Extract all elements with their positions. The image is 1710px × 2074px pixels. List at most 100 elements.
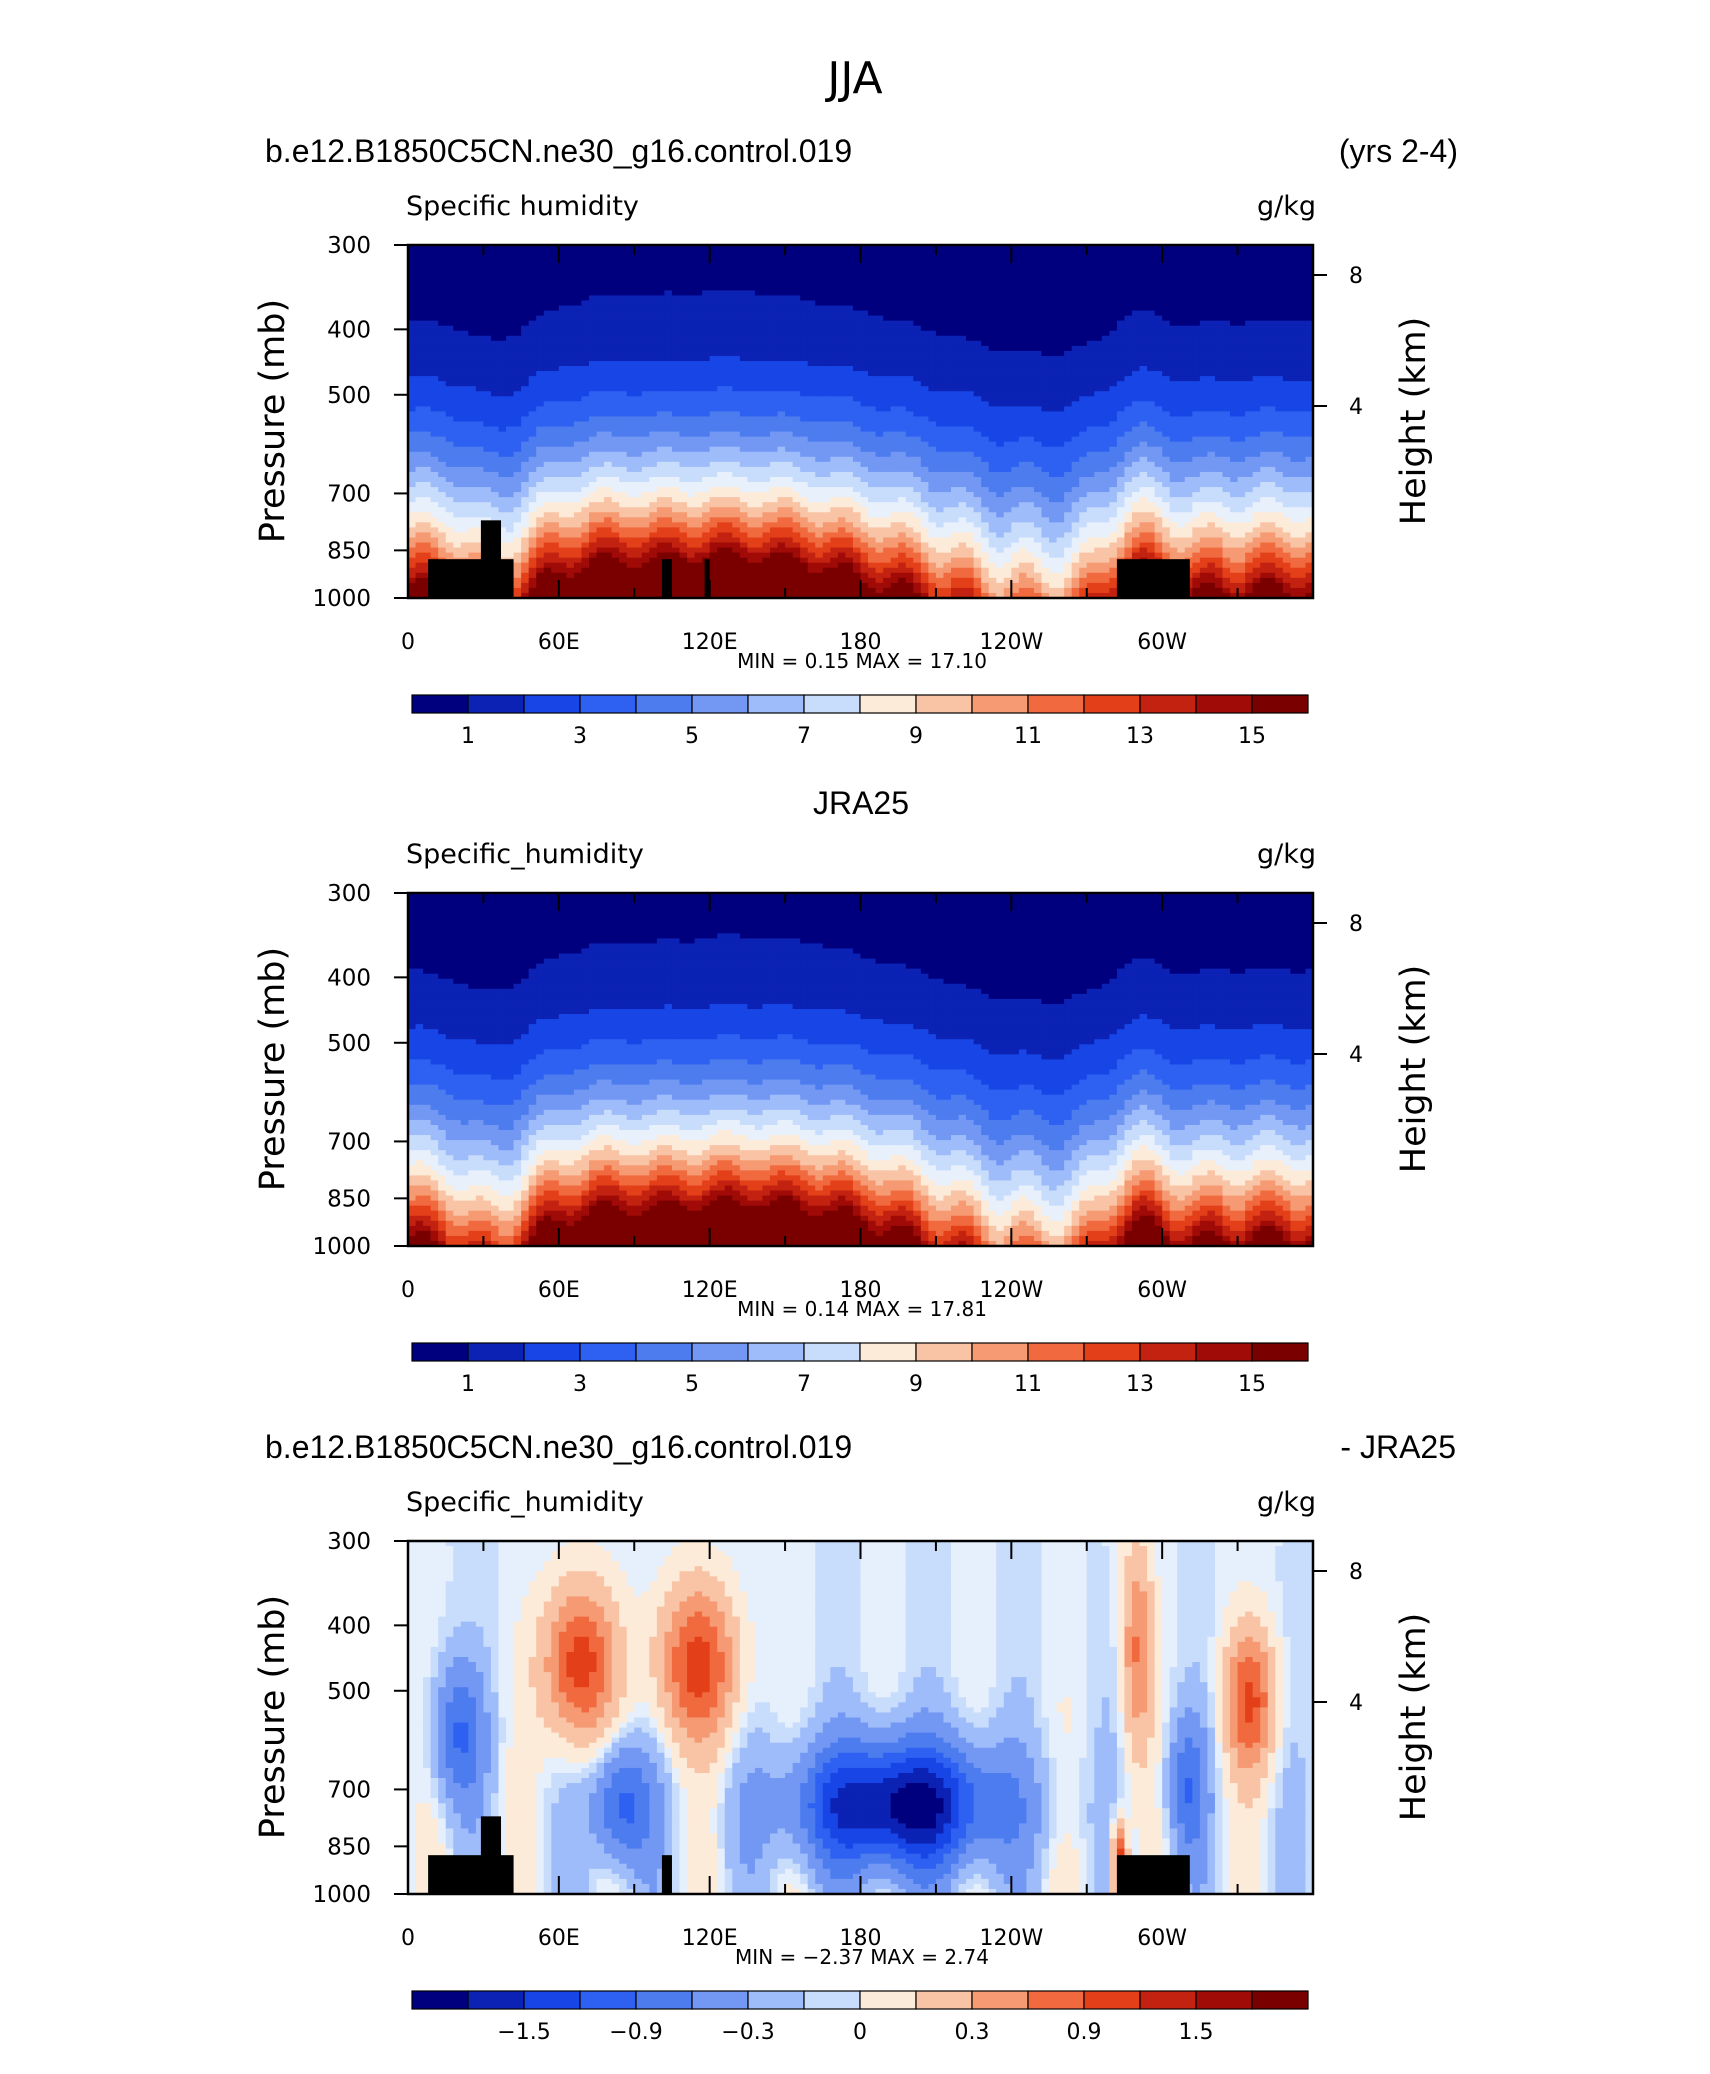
units-label: g/kg <box>1257 1487 1316 1518</box>
colorbar-box <box>747 1990 805 2010</box>
colorbar-box <box>1083 694 1141 714</box>
colorbar-label: −1.5 <box>497 2020 550 2045</box>
x-tick-label: 120W <box>979 1926 1043 1951</box>
colorbar-label: 15 <box>1238 1372 1266 1397</box>
contour-panel-1: 0 60E 120E 180 120W 60W 300 400 500 700 850 1000 8 4 P… <box>253 191 1434 749</box>
y-axis-title: Pressure (mb) <box>253 299 293 543</box>
panel-1-case-name: b.e12.B1850C5CN.ne30_g16.control.019 <box>265 133 852 169</box>
min-max-label: MIN = 0.15 MAX = 17.10 <box>737 649 987 673</box>
colorbar-box <box>691 1990 749 2010</box>
min-max-label: MIN = 0.14 MAX = 17.81 <box>737 1297 987 1321</box>
colorbar-label: 3 <box>573 724 587 749</box>
colorbar-box <box>635 694 693 714</box>
x-tick-label: 180 <box>840 1278 882 1303</box>
topography-mask-1 <box>428 520 1190 598</box>
colorbar-box <box>1251 1990 1309 2010</box>
y-tick-label: 300 <box>327 881 371 907</box>
colorbar-box <box>1195 694 1253 714</box>
colorbar-box <box>579 694 637 714</box>
x-tick-label: 180 <box>840 630 882 655</box>
colorbar-box <box>859 694 917 714</box>
y2-tick-label: 4 <box>1349 1691 1363 1716</box>
x-tick-label: 60W <box>1137 630 1187 655</box>
colorbar-box <box>915 1990 973 2010</box>
colorbar-box <box>803 1990 861 2010</box>
y-tick-label: 300 <box>327 233 371 259</box>
colorbar-label: 11 <box>1014 724 1042 749</box>
x-tick-label: 60W <box>1137 1926 1187 1951</box>
y-tick-label: 700 <box>327 481 371 507</box>
colorbar-box <box>411 694 469 714</box>
colorbar-label: 13 <box>1126 724 1154 749</box>
colorbar-label: 13 <box>1126 1372 1154 1397</box>
colorbar-label: −0.9 <box>609 2020 662 2045</box>
x-tick-label: 120W <box>979 1278 1043 1303</box>
x-tick-label: 120E <box>682 1278 738 1303</box>
colorbar-box <box>1195 1990 1253 2010</box>
colorbar-box <box>1083 1990 1141 2010</box>
colorbar-box <box>747 694 805 714</box>
variable-label: Specific_humidity <box>406 839 644 870</box>
contour-field-1 <box>408 245 1313 598</box>
page-title: JJA <box>824 53 882 104</box>
colorbar-box <box>411 1990 469 2010</box>
y2-axis-title: Height (km) <box>1394 1613 1434 1822</box>
colorbar-box <box>859 1990 917 2010</box>
units-label: g/kg <box>1257 839 1316 870</box>
colorbar-box <box>467 1990 525 2010</box>
contour-panel-3: 0 60E 120E 180 120W 60W 300 400 500 700 850 1000 8 4 P… <box>253 1487 1434 2045</box>
colorbar-box <box>523 1342 581 1362</box>
y-tick-label: 1000 <box>312 1234 371 1260</box>
colorbar-3: −1.5 −0.9 −0.3 0 0.3 0.9 1.5 <box>411 1990 1309 2045</box>
y-tick-label: 500 <box>327 1679 371 1705</box>
colorbar-label: 5 <box>685 1372 699 1397</box>
y2-axis-title: Height (km) <box>1394 965 1434 1174</box>
colorbar-box <box>691 694 749 714</box>
y-tick-label: 1000 <box>312 1882 371 1908</box>
colorbar-box <box>803 694 861 714</box>
x-tick-label: 120E <box>682 1926 738 1951</box>
colorbar-box <box>467 694 525 714</box>
colorbar-box <box>523 1990 581 2010</box>
x-tick-label: 60W <box>1137 1278 1187 1303</box>
colorbar-label: 9 <box>909 724 923 749</box>
colorbar-box <box>971 694 1029 714</box>
y-tick-label: 1000 <box>312 586 371 612</box>
y-tick-label: 500 <box>327 1031 371 1057</box>
colorbar-box <box>859 1342 917 1362</box>
panel-1-years: (yrs 2-4) <box>1339 133 1458 169</box>
colorbar-box <box>1195 1342 1253 1362</box>
y2-tick-label: 8 <box>1349 912 1363 937</box>
colorbar-label: 15 <box>1238 724 1266 749</box>
x-tick-label: 0 <box>401 630 415 655</box>
colorbar-box <box>747 1342 805 1362</box>
y-tick-label: 700 <box>327 1129 371 1155</box>
y2-tick-label: 8 <box>1349 1560 1363 1585</box>
panel-3-case-name: b.e12.B1850C5CN.ne30_g16.control.019 <box>265 1429 852 1465</box>
colorbar-box <box>691 1342 749 1362</box>
y2-tick-label: 4 <box>1349 395 1363 420</box>
colorbar-box <box>579 1990 637 2010</box>
colorbar-2: 1 3 5 7 9 11 13 15 <box>411 1342 1309 1397</box>
colorbar-box <box>803 1342 861 1362</box>
panel-2-title: JRA25 <box>813 785 909 821</box>
x-tick-label: 120W <box>979 630 1043 655</box>
y2-axis-title: Height (km) <box>1394 317 1434 526</box>
colorbar-box <box>1083 1342 1141 1362</box>
y-tick-label: 850 <box>327 1834 371 1860</box>
y-tick-label: 700 <box>327 1777 371 1803</box>
colorbar-box <box>411 1342 469 1362</box>
colorbar-box <box>467 1342 525 1362</box>
colorbar-box <box>1027 1342 1085 1362</box>
x-tick-label: 60E <box>538 1278 580 1303</box>
y-tick-label: 400 <box>327 317 371 343</box>
colorbar-label: 0 <box>853 2020 867 2045</box>
colorbar-box <box>635 1342 693 1362</box>
colorbar-label: 11 <box>1014 1372 1042 1397</box>
colorbar-1: 1 3 5 7 9 11 13 15 <box>411 694 1309 749</box>
x-tick-label: 0 <box>401 1926 415 1951</box>
y-tick-label: 400 <box>327 1613 371 1639</box>
colorbar-label: 0.9 <box>1067 2020 1102 2045</box>
panel-3-diff-label: - JRA25 <box>1340 1429 1456 1465</box>
